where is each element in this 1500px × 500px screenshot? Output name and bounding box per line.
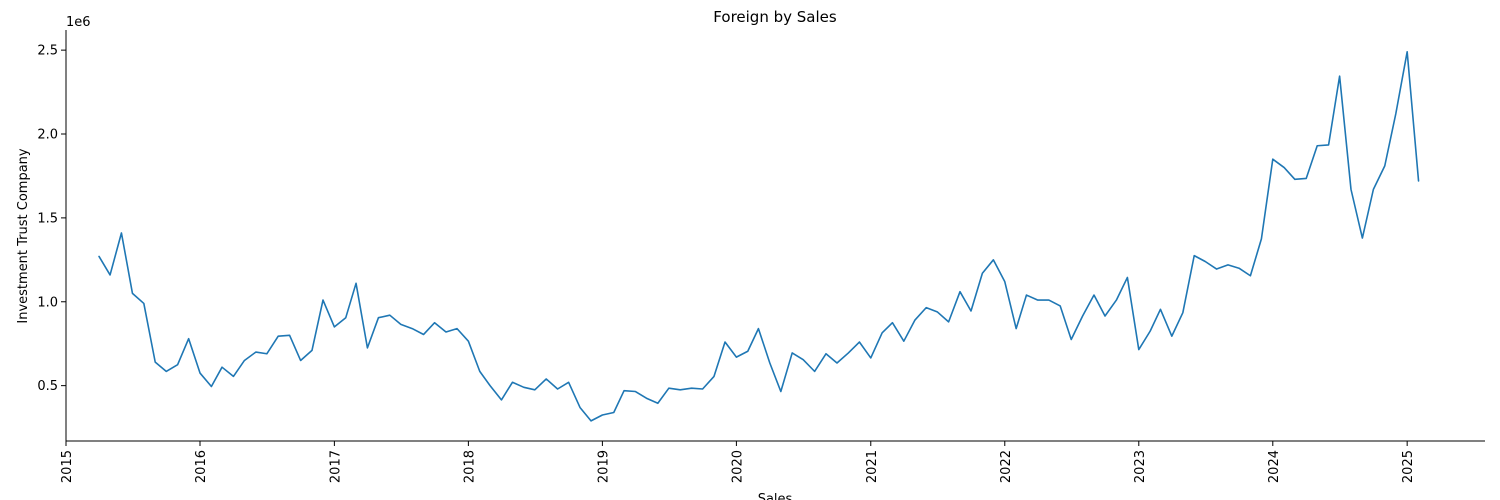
y-tick-label: 2.5 <box>37 44 58 59</box>
x-tick-label: 2025 <box>1401 450 1416 483</box>
y-tick-label: 2.0 <box>37 128 58 143</box>
x-tick-label: 2019 <box>596 450 611 483</box>
series-line <box>98 51 1420 422</box>
chart-title: Foreign by Sales <box>713 8 837 26</box>
x-tick-label: 2023 <box>1133 450 1148 483</box>
x-tick-label: 2021 <box>865 450 880 483</box>
y-axis: 0.5 1.0 1.5 2.0 2.5 <box>37 44 66 394</box>
x-tick-label: 2016 <box>194 450 209 483</box>
x-tick-label: 2018 <box>462 450 477 483</box>
y-offset-label: 1e6 <box>66 15 91 30</box>
x-tick-label: 2020 <box>730 450 745 483</box>
x-tick-label: 2024 <box>1267 450 1282 483</box>
x-axis-label: Sales <box>758 492 793 500</box>
x-tick-label: 2017 <box>328 450 343 483</box>
x-axis: 2015 2016 2017 2018 2019 2020 2021 2022 2023 2024… <box>60 441 1416 483</box>
y-tick-label: 1.5 <box>37 211 58 226</box>
y-tick-label: 1.0 <box>37 295 58 310</box>
y-axis-label: Investment Trust Company <box>16 148 31 324</box>
y-tick-label: 0.5 <box>37 379 58 394</box>
x-tick-label: 2015 <box>60 450 75 483</box>
x-tick-label: 2022 <box>999 450 1014 483</box>
